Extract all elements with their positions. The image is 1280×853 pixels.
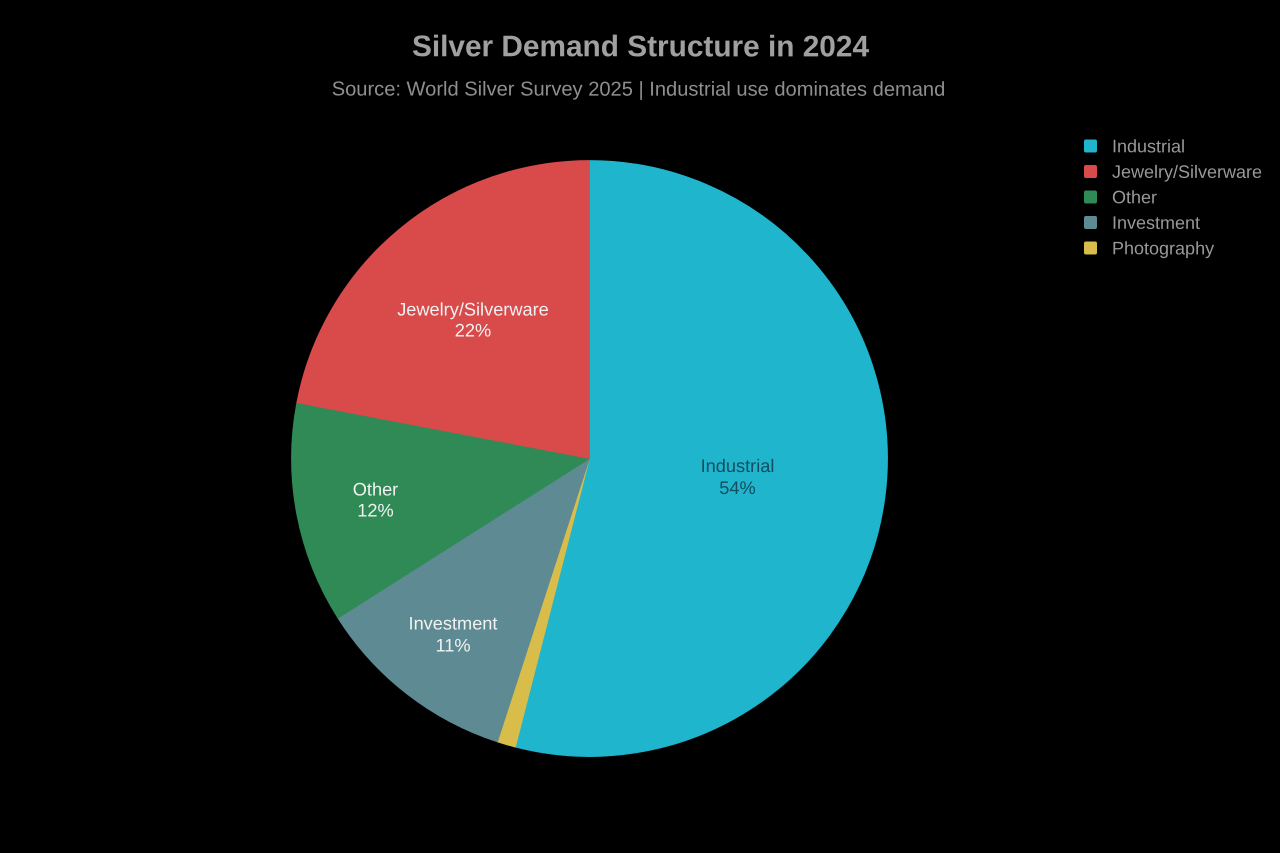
svg-text:Other: Other xyxy=(1112,187,1157,207)
svg-text:54%: 54% xyxy=(719,478,755,498)
svg-text:Photography: Photography xyxy=(1112,238,1214,258)
svg-text:Other: Other xyxy=(353,479,399,499)
svg-text:Jewelry/Silverware: Jewelry/Silverware xyxy=(397,299,549,319)
svg-text:Investment: Investment xyxy=(409,613,498,633)
svg-text:11%: 11% xyxy=(435,635,470,655)
svg-text:Investment: Investment xyxy=(1112,213,1200,233)
svg-text:12%: 12% xyxy=(357,500,393,520)
svg-text:Source: World Silver Survey 20: Source: World Silver Survey 2025 | Indus… xyxy=(332,78,946,100)
svg-text:Jewelry/Silverware: Jewelry/Silverware xyxy=(1112,162,1262,182)
svg-text:Industrial: Industrial xyxy=(701,456,775,476)
svg-text:Industrial: Industrial xyxy=(1112,136,1185,156)
svg-text:Silver Demand Structure in 202: Silver Demand Structure in 2024 xyxy=(412,30,870,63)
svg-text:22%: 22% xyxy=(455,320,491,340)
